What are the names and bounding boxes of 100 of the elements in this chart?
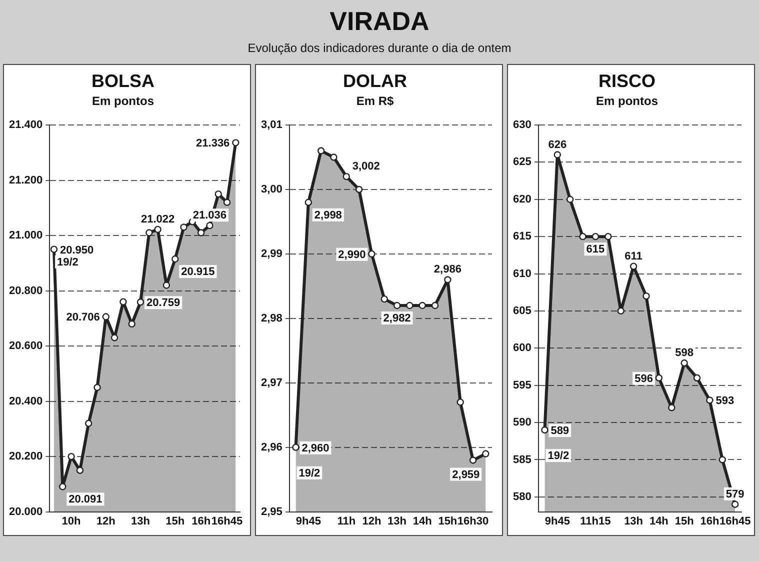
point: [102, 313, 110, 320]
x-tick-label: 12h: [362, 515, 382, 528]
y-tick-label: 3,01: [260, 119, 282, 132]
point: [554, 151, 561, 158]
y-tick-label: 20.200: [8, 450, 43, 463]
chart-title: BOLSA: [92, 70, 154, 91]
point: [718, 456, 726, 464]
y-tick-label: 2,97: [260, 376, 282, 389]
x-tick-label: 14h: [649, 515, 669, 528]
y-tick-label: 625: [512, 156, 532, 168]
chart-title: DOLAR: [343, 70, 407, 91]
data-label: 20.759: [146, 297, 180, 310]
data-label: 598: [675, 347, 694, 360]
chart-title: RISCO: [598, 70, 656, 91]
x-tick-label: 15h: [674, 515, 694, 528]
point: [172, 255, 179, 263]
point: [482, 450, 490, 458]
data-label: 596: [634, 372, 653, 385]
point: [444, 276, 452, 284]
y-tick-label: 20.800: [8, 284, 43, 297]
y-tick-label: 600: [512, 342, 532, 354]
point: [368, 250, 376, 258]
annotation: 19/2: [298, 467, 320, 480]
point: [214, 190, 222, 198]
point: [197, 229, 205, 236]
x-tick-label: 10h: [62, 515, 82, 528]
point: [731, 500, 739, 508]
data-label: 3,002: [352, 160, 380, 173]
y-tick-label: 20.600: [8, 340, 43, 352]
point: [342, 172, 350, 180]
y-tick-label: 610: [512, 268, 532, 280]
point: [355, 186, 363, 194]
point: [592, 232, 600, 240]
point: [469, 456, 477, 464]
y-tick-label: 20.000: [8, 506, 43, 518]
point: [68, 452, 75, 460]
data-label: 2,959: [452, 468, 480, 481]
y-tick-label: 615: [512, 230, 532, 243]
text: Evolução dos indicadores durante o dia de ontem: [246, 41, 512, 55]
x-tick-label: 9h45: [544, 515, 570, 528]
point: [630, 262, 638, 270]
y-tick-label: 580: [512, 490, 532, 503]
data-label: 2,998: [314, 209, 342, 222]
point: [128, 320, 136, 328]
data-label: 615: [586, 244, 605, 256]
point: [223, 198, 231, 206]
point: [50, 246, 58, 253]
x-tick-label: 15h: [166, 515, 185, 528]
annotation: 19/2: [56, 256, 78, 268]
data-label: 21.036: [192, 210, 227, 222]
y-tick-label: 2,99: [260, 248, 282, 260]
x-tick-label: 16h30: [457, 515, 489, 528]
point: [330, 154, 338, 161]
text: VIRADA: [328, 6, 430, 37]
point: [317, 147, 325, 154]
x-tick-label: 9h45: [296, 515, 321, 528]
point: [655, 374, 663, 382]
x-tick-label: 16h45: [719, 515, 751, 528]
x-tick-label: 16h: [700, 515, 720, 528]
y-tick-label: 605: [512, 304, 532, 317]
point: [566, 196, 574, 203]
x-tick-label: 12h: [96, 515, 116, 528]
point: [232, 139, 240, 146]
data-label: 20.915: [181, 266, 215, 278]
chart-subtitle: Em pontos: [596, 94, 658, 108]
point: [706, 396, 714, 404]
y-tick-label: 21.400: [8, 119, 43, 132]
data-label: 2,990: [338, 248, 366, 261]
point: [579, 232, 586, 240]
point: [59, 483, 66, 490]
point: [380, 295, 388, 303]
point: [206, 222, 214, 230]
data-label: 21.022: [140, 213, 175, 226]
data-label: 20.950: [60, 244, 94, 256]
x-tick-label: 11h15: [580, 515, 611, 528]
point: [292, 444, 300, 451]
chart-subtitle: Em pontos: [92, 94, 154, 108]
y-tick-label: 590: [512, 416, 532, 429]
data-label: 626: [548, 138, 567, 151]
y-tick-label: 620: [512, 193, 532, 206]
point: [456, 398, 464, 406]
data-label: 579: [726, 488, 744, 500]
x-tick-label: 15h: [438, 515, 458, 528]
data-label: 589: [550, 424, 570, 437]
data-label: 593: [716, 395, 734, 408]
point: [431, 302, 439, 310]
data-label: 2,986: [434, 264, 462, 276]
data-label: 20.091: [68, 494, 102, 506]
point: [693, 374, 701, 382]
y-tick-label: 2,98: [260, 312, 282, 324]
point: [154, 226, 162, 234]
point: [642, 292, 650, 300]
y-tick-label: 20.400: [8, 395, 43, 408]
point: [76, 466, 84, 474]
point: [136, 298, 144, 306]
data-label: 2,982: [383, 312, 411, 325]
annotation: 19/2: [548, 450, 570, 462]
y-tick-label: 21.000: [8, 230, 43, 242]
x-tick-label: 16h: [192, 515, 211, 528]
data-label: 611: [624, 250, 642, 262]
